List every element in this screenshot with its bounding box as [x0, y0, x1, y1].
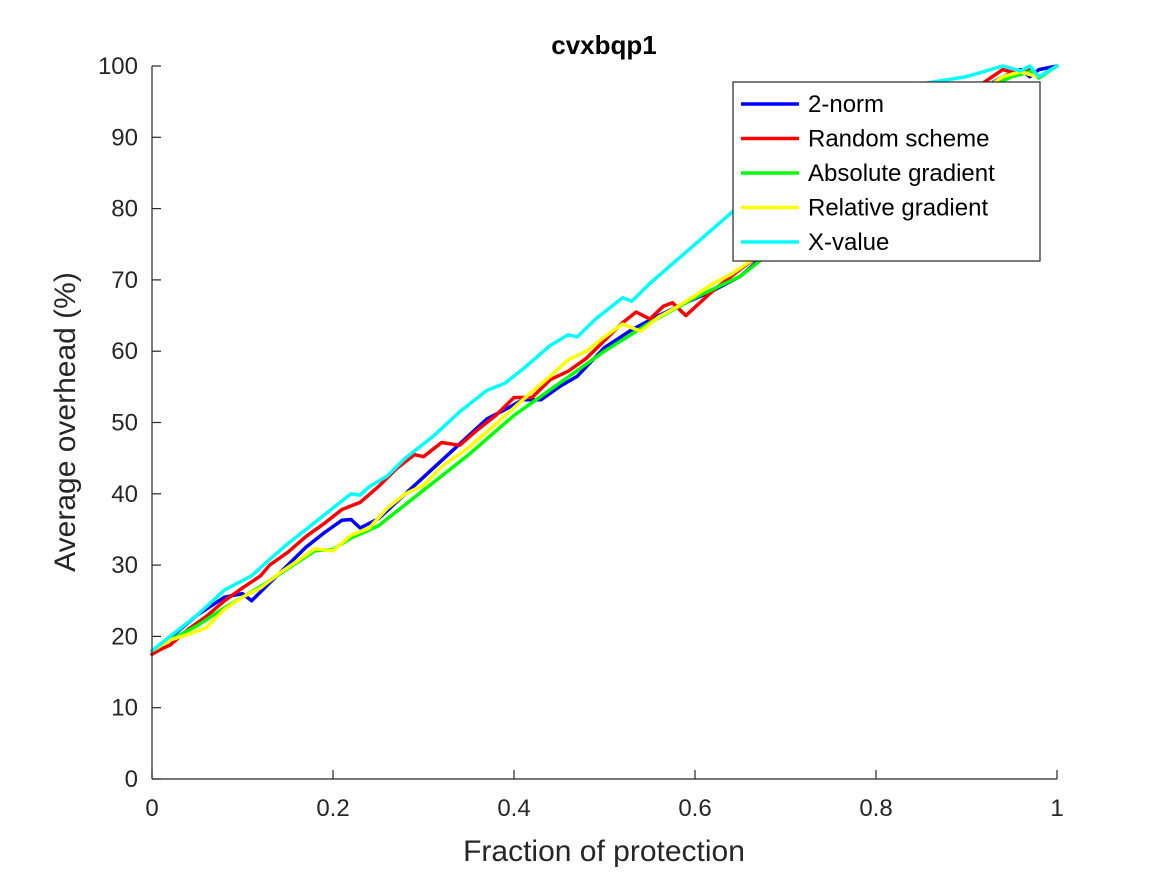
- x-tick-label: 0.2: [316, 795, 349, 822]
- x-tick-label: 0: [145, 795, 158, 822]
- legend-label: 2-norm: [808, 91, 884, 118]
- legend: 2-norm Random scheme Absolute gradient Rela…: [732, 81, 1041, 262]
- legend-label: X-value: [808, 229, 889, 256]
- y-tick-label: 40: [111, 481, 138, 508]
- y-tick-label: 60: [111, 338, 138, 365]
- y-tick-label: 10: [111, 695, 138, 722]
- y-tick-label: 30: [111, 552, 138, 579]
- y-tick-label: 70: [111, 267, 138, 294]
- legend-label: Absolute gradient: [808, 160, 995, 187]
- y-tick-label: 100: [98, 53, 138, 80]
- x-tick-label: 0.6: [678, 795, 711, 822]
- y-axis-label: Average overhead (%): [49, 272, 82, 572]
- x-axis-label: Fraction of protection: [463, 835, 745, 868]
- x-tick-label: 1: [1050, 795, 1063, 822]
- chart-title: cvxbqp1: [551, 30, 657, 60]
- legend-label: Random scheme: [808, 126, 989, 153]
- y-tick-label: 20: [111, 623, 138, 650]
- x-tick-label: 0.8: [859, 795, 892, 822]
- y-tick-label: 90: [111, 124, 138, 151]
- y-tick-label: 80: [111, 196, 138, 223]
- legend-label: Relative gradient: [808, 195, 988, 222]
- y-tick-label: 0: [125, 766, 138, 793]
- y-tick-label: 50: [111, 410, 138, 437]
- x-tick-label: 0.4: [497, 795, 530, 822]
